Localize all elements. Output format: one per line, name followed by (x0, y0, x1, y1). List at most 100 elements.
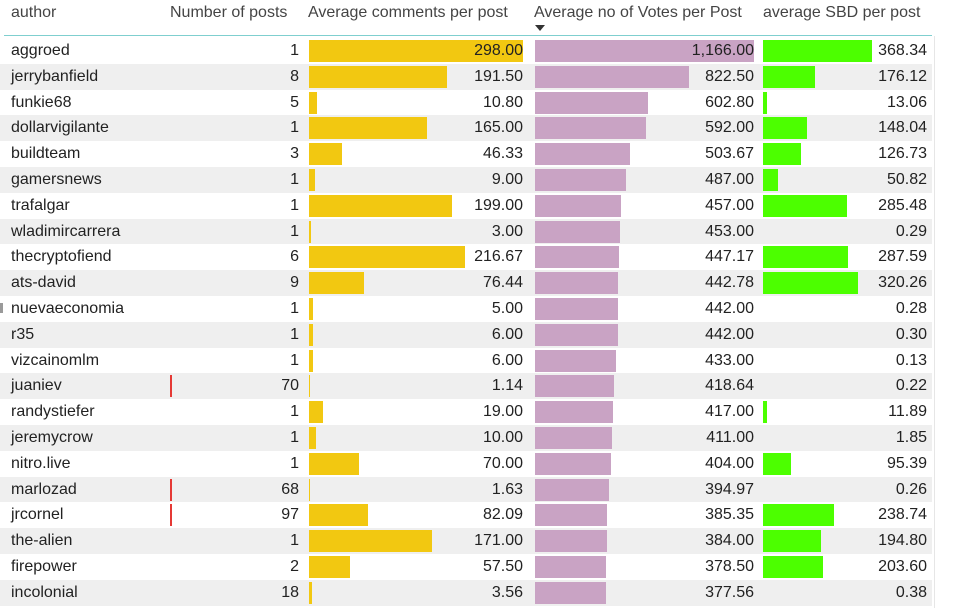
posts-cell: 70 (281, 377, 299, 395)
sbd-bar (763, 117, 807, 140)
comments-bar (309, 272, 364, 295)
sbd-bar (763, 194, 848, 217)
comments-bar (309, 91, 317, 114)
comments-bar (309, 168, 316, 191)
table-row[interactable]: nitro.live 1 70.00 404.00 95.39 (0, 451, 932, 477)
posts-cell: 1 (290, 299, 299, 317)
posts-cell: 97 (281, 506, 299, 524)
sbd-cell: 0.30 (895, 325, 927, 343)
header-divider (4, 35, 932, 36)
posts-cell: 1 (290, 42, 299, 59)
comments-bar (309, 426, 317, 449)
header-average-comments[interactable]: Average comments per post (308, 4, 508, 21)
table-row[interactable]: nuevaeconomia 1 5.00 442.00 0.28 (0, 296, 932, 322)
table-row[interactable]: trafalgar 1 199.00 457.00 285.48 (0, 193, 932, 219)
votes-bar (535, 40, 754, 62)
comments-cell: 1.14 (491, 377, 523, 395)
sbd-bar (763, 65, 816, 88)
sbd-cell: 320.26 (878, 274, 927, 292)
comments-cell: 9.00 (491, 170, 523, 188)
comments-bar (309, 478, 311, 501)
posts-cell: 5 (290, 93, 299, 111)
table-row[interactable]: wladimircarrera 1 3.00 453.00 0.29 (0, 218, 932, 245)
table-row[interactable]: incolonial 18 3.56 377.56 0.38 (0, 579, 932, 606)
comments-cell: 57.50 (482, 557, 523, 575)
table-row[interactable]: randystiefer 1 19.00 417.00 11.89 (0, 399, 932, 425)
comments-bar (309, 581, 312, 604)
posts-cell: 1 (290, 325, 299, 343)
comments-cell: 199.00 (474, 196, 523, 214)
table-row[interactable]: jerrybanfield 8 191.50 822.50 176.12 (0, 63, 932, 90)
votes-bar (535, 220, 621, 243)
comments-cell: 6.00 (491, 351, 523, 369)
header-average-votes[interactable]: Average no of Votes per Post (534, 4, 742, 21)
row-resize-handle[interactable] (0, 303, 3, 313)
table-row[interactable]: juaniev 70 1.14 418.64 0.22 (0, 373, 932, 400)
votes-cell: 385.35 (705, 506, 754, 524)
comments-cell: 10.80 (482, 93, 523, 111)
comments-bar (309, 323, 314, 346)
author-cell: wladimircarrera (11, 222, 121, 240)
sbd-cell: 203.60 (878, 557, 927, 575)
votes-bar (535, 168, 627, 191)
table-row[interactable]: ats-david 9 76.44 442.78 320.26 (0, 270, 932, 296)
author-cell: ats-david (11, 274, 76, 292)
votes-cell: 822.50 (705, 67, 754, 85)
votes-bar (535, 65, 690, 88)
posts-cell: 1 (290, 532, 299, 550)
table-row[interactable]: jrcornel 97 82.09 385.35 238.74 (0, 502, 932, 528)
votes-bar (535, 117, 647, 140)
author-cell: firepower (11, 557, 77, 575)
table-body: aggroed 1 298.00 1,166.00 368.34 jerrybanfiel… (0, 38, 965, 606)
comments-bar (309, 220, 312, 243)
author-cell: r35 (11, 325, 35, 343)
sbd-bar (763, 168, 779, 191)
comments-bar (309, 246, 465, 269)
header-average-sbd[interactable]: average SBD per post (763, 4, 921, 21)
sbd-bar (763, 504, 834, 527)
author-cell: nitro.live (11, 454, 71, 472)
votes-bar (535, 194, 621, 217)
table-row[interactable]: firepower 2 57.50 378.50 203.60 (0, 554, 932, 580)
table-row[interactable]: r35 1 6.00 442.00 0.30 (0, 321, 932, 348)
author-cell: gamersnews (11, 170, 102, 188)
table-row[interactable]: jeremycrow 1 10.00 411.00 1.85 (0, 424, 932, 451)
table-row[interactable]: marlozad 68 1.63 394.97 0.26 (0, 476, 932, 503)
posts-bar (170, 478, 172, 501)
comments-bar (309, 401, 323, 424)
table-row[interactable]: funkie68 5 10.80 602.80 13.06 (0, 90, 932, 116)
table-row[interactable]: vizcainomlm 1 6.00 433.00 0.13 (0, 348, 932, 374)
author-cell: incolonial (11, 583, 78, 601)
comments-bar (309, 143, 343, 166)
table-row[interactable]: aggroed 1 298.00 1,166.00 368.34 (0, 38, 932, 64)
posts-bar (170, 375, 172, 398)
table-row[interactable]: dollarvigilante 1 165.00 592.00 148.04 (0, 115, 932, 142)
votes-cell: 377.56 (705, 583, 754, 601)
sbd-cell: 0.38 (895, 583, 927, 601)
sort-descending-icon[interactable] (535, 25, 545, 31)
comments-cell: 191.50 (474, 67, 523, 85)
posts-cell: 3 (290, 145, 299, 163)
table-row[interactable]: the-alien 1 171.00 384.00 194.80 (0, 528, 932, 554)
votes-cell: 503.67 (705, 145, 754, 163)
author-cell: marlozad (11, 480, 77, 498)
comments-cell: 70.00 (482, 454, 523, 472)
votes-bar (535, 401, 614, 424)
comments-bar (309, 530, 432, 553)
comments-bar (309, 375, 310, 398)
header-author[interactable]: author (11, 4, 57, 21)
author-cell: trafalgar (11, 196, 70, 214)
table-row[interactable]: thecryptofiend 6 216.67 447.17 287.59 (0, 244, 932, 270)
posts-cell: 1 (290, 351, 299, 369)
sbd-cell: 148.04 (878, 119, 927, 137)
votes-cell: 592.00 (705, 119, 754, 137)
table-row[interactable]: buildteam 3 46.33 503.67 126.73 (0, 141, 932, 167)
sbd-cell: 95.39 (886, 454, 927, 472)
sbd-cell: 0.29 (895, 222, 927, 240)
comments-cell: 6.00 (491, 325, 523, 343)
comments-cell: 19.00 (482, 403, 523, 421)
votes-cell: 487.00 (705, 170, 754, 188)
comments-cell: 1.63 (491, 480, 523, 498)
header-number-of-posts[interactable]: Number of posts (170, 4, 288, 21)
table-row[interactable]: gamersnews 1 9.00 487.00 50.82 (0, 166, 932, 193)
